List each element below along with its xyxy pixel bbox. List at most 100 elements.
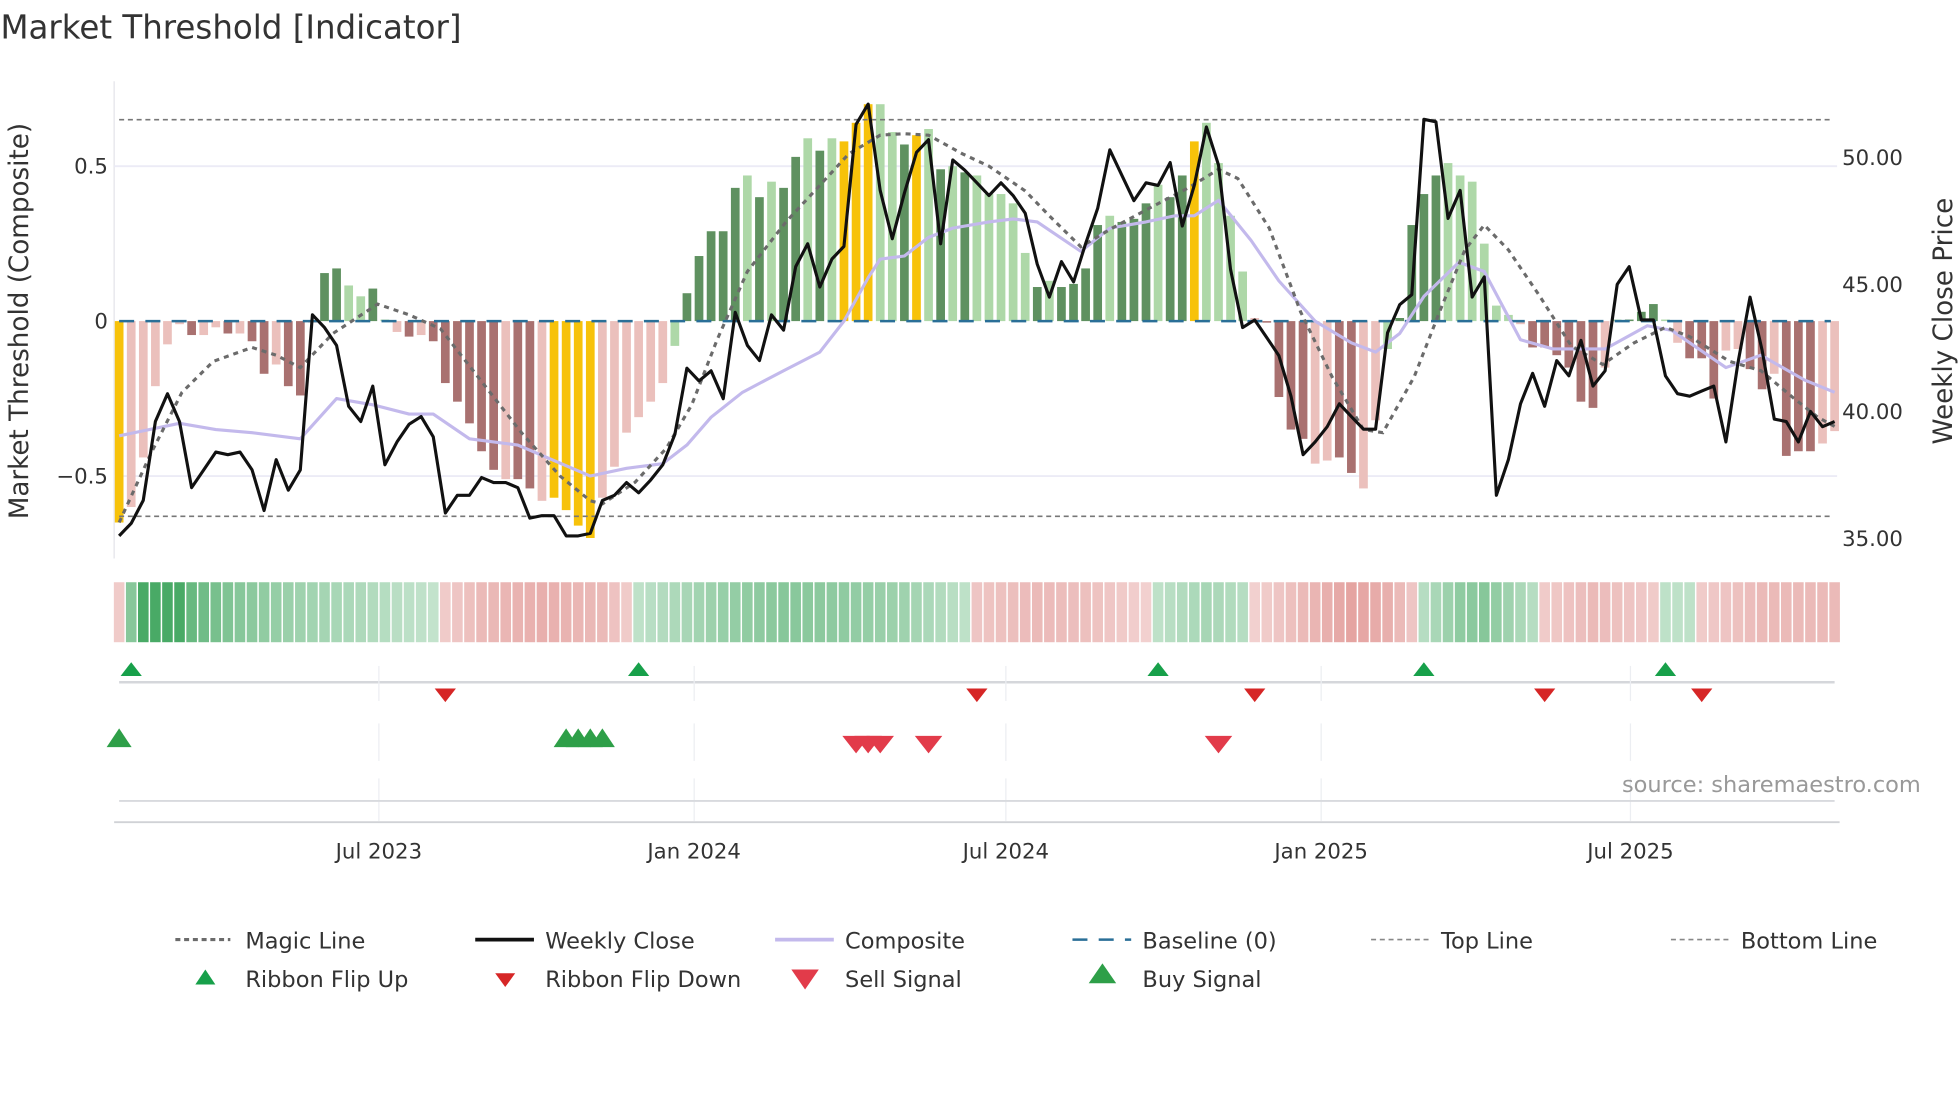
ribbon-cell xyxy=(1140,582,1152,643)
composite-bar xyxy=(151,321,160,387)
composite-bar xyxy=(1008,203,1018,322)
main-plot: 0.5 0 −0.5 50.00 45.00 40.00 35.00 xyxy=(56,81,1903,559)
ribbon-cell xyxy=(1744,582,1756,643)
ribbon-cell xyxy=(234,582,246,643)
ribbon-cell xyxy=(1261,582,1273,643)
composite-bar xyxy=(561,321,571,511)
composite-bar xyxy=(271,321,281,365)
ribbon-cell xyxy=(1056,582,1067,643)
ribbon-cell xyxy=(754,582,765,643)
ribbon-cell xyxy=(633,582,644,643)
ribbon-cell xyxy=(1708,582,1720,643)
ribbon-cell xyxy=(681,582,693,643)
legend-label: Bottom Line xyxy=(1741,928,1877,954)
ribbon-cell xyxy=(548,582,560,643)
legend-item: Buy Signal xyxy=(1088,963,1262,993)
legend-marker xyxy=(495,973,516,988)
composite-bar xyxy=(416,321,426,336)
composite-bar xyxy=(247,321,257,342)
composite-bar xyxy=(815,150,825,322)
composite-bar xyxy=(1600,321,1610,368)
legend-label: Ribbon Flip Up xyxy=(245,967,408,993)
ribbon-cell xyxy=(488,582,499,643)
ribbon-cell xyxy=(1793,582,1804,643)
legend-swatch-sell-icon xyxy=(791,969,819,990)
composite-bar xyxy=(1745,321,1755,370)
y2-tick-label: 50.00 xyxy=(1842,146,1903,171)
composite-bar xyxy=(187,321,196,336)
legend-swatch-flip-down-icon xyxy=(495,973,516,988)
composite-bar xyxy=(223,321,233,334)
composite-bar xyxy=(1806,321,1815,452)
ribbon-cell xyxy=(1249,582,1261,643)
composite-bar xyxy=(622,321,631,433)
legend-swatch-buy-icon xyxy=(1088,963,1117,984)
ribbon-cell xyxy=(391,582,403,643)
ribbon-cell xyxy=(500,582,512,643)
x-tick-label: Jul 2024 xyxy=(961,839,1049,864)
composite-bar xyxy=(1588,321,1598,408)
composite-bar xyxy=(501,321,511,480)
ribbon-cell xyxy=(1454,582,1466,643)
composite-bar xyxy=(803,138,813,322)
ribbon-cell xyxy=(850,582,862,643)
composite-bar xyxy=(1153,184,1163,322)
ribbon-cell xyxy=(862,582,874,643)
composite-bar xyxy=(392,321,402,332)
composite-bar xyxy=(863,104,873,322)
composite-bar xyxy=(1093,225,1103,322)
composite-bar xyxy=(1238,271,1248,322)
composite-bar xyxy=(1540,321,1550,348)
ribbon-cell xyxy=(923,582,934,643)
legend-label: Weekly Close xyxy=(545,928,694,954)
composite-bar xyxy=(235,321,245,334)
ribbon-cell xyxy=(1430,582,1442,643)
composite-bar xyxy=(779,187,788,322)
signal-panel xyxy=(106,728,1233,754)
composite-bar xyxy=(549,321,559,498)
legend-swatch-flip-up-icon xyxy=(195,969,216,985)
composite-bar xyxy=(646,321,656,402)
composite-bar xyxy=(428,321,438,342)
composite-bar xyxy=(126,321,136,508)
ribbon-cell xyxy=(295,582,306,643)
composite-bar xyxy=(948,166,958,322)
ribbon-cell xyxy=(1575,582,1587,643)
ribbon-cell xyxy=(415,582,427,643)
ribbon-cell xyxy=(1346,582,1357,643)
composite-bar xyxy=(404,321,414,337)
ribbon-cell xyxy=(258,582,270,643)
composite-bar xyxy=(1310,321,1320,464)
ribbon-cell xyxy=(1358,582,1369,643)
composite-bar xyxy=(368,288,378,322)
ribbon-cell xyxy=(282,582,294,643)
ribbon-cell xyxy=(379,582,391,643)
composite-bar xyxy=(972,175,982,322)
composite-bar xyxy=(1769,321,1779,374)
legend-item: Ribbon Flip Up xyxy=(195,967,408,993)
ribbon-cell xyxy=(585,582,596,643)
ribbon-cell xyxy=(1321,582,1333,643)
ribbon-cell xyxy=(609,582,620,643)
composite-bar xyxy=(912,135,921,322)
ribbon-cell xyxy=(1466,582,1478,643)
ribbon-cell xyxy=(307,582,318,643)
legend-item: Sell Signal xyxy=(791,967,962,993)
composite-bar xyxy=(1492,305,1501,322)
composite-bar xyxy=(1733,321,1743,349)
ribbon-cell xyxy=(1551,582,1563,643)
ribbon-cell xyxy=(1732,582,1744,643)
composite-bar xyxy=(356,296,366,322)
ribbon-cell xyxy=(729,582,741,643)
ribbon-cell xyxy=(186,582,197,643)
composite-bar xyxy=(658,321,668,384)
composite-bar xyxy=(1419,194,1429,322)
legend-marker xyxy=(791,969,819,990)
legend-marker xyxy=(195,969,216,985)
y-tick-label: −0.5 xyxy=(56,465,108,490)
legend-item: Top Line xyxy=(1371,928,1533,954)
y2-tick-label: 45.00 xyxy=(1842,273,1903,298)
composite-bar xyxy=(1371,321,1380,421)
composite-bar xyxy=(1794,321,1803,452)
